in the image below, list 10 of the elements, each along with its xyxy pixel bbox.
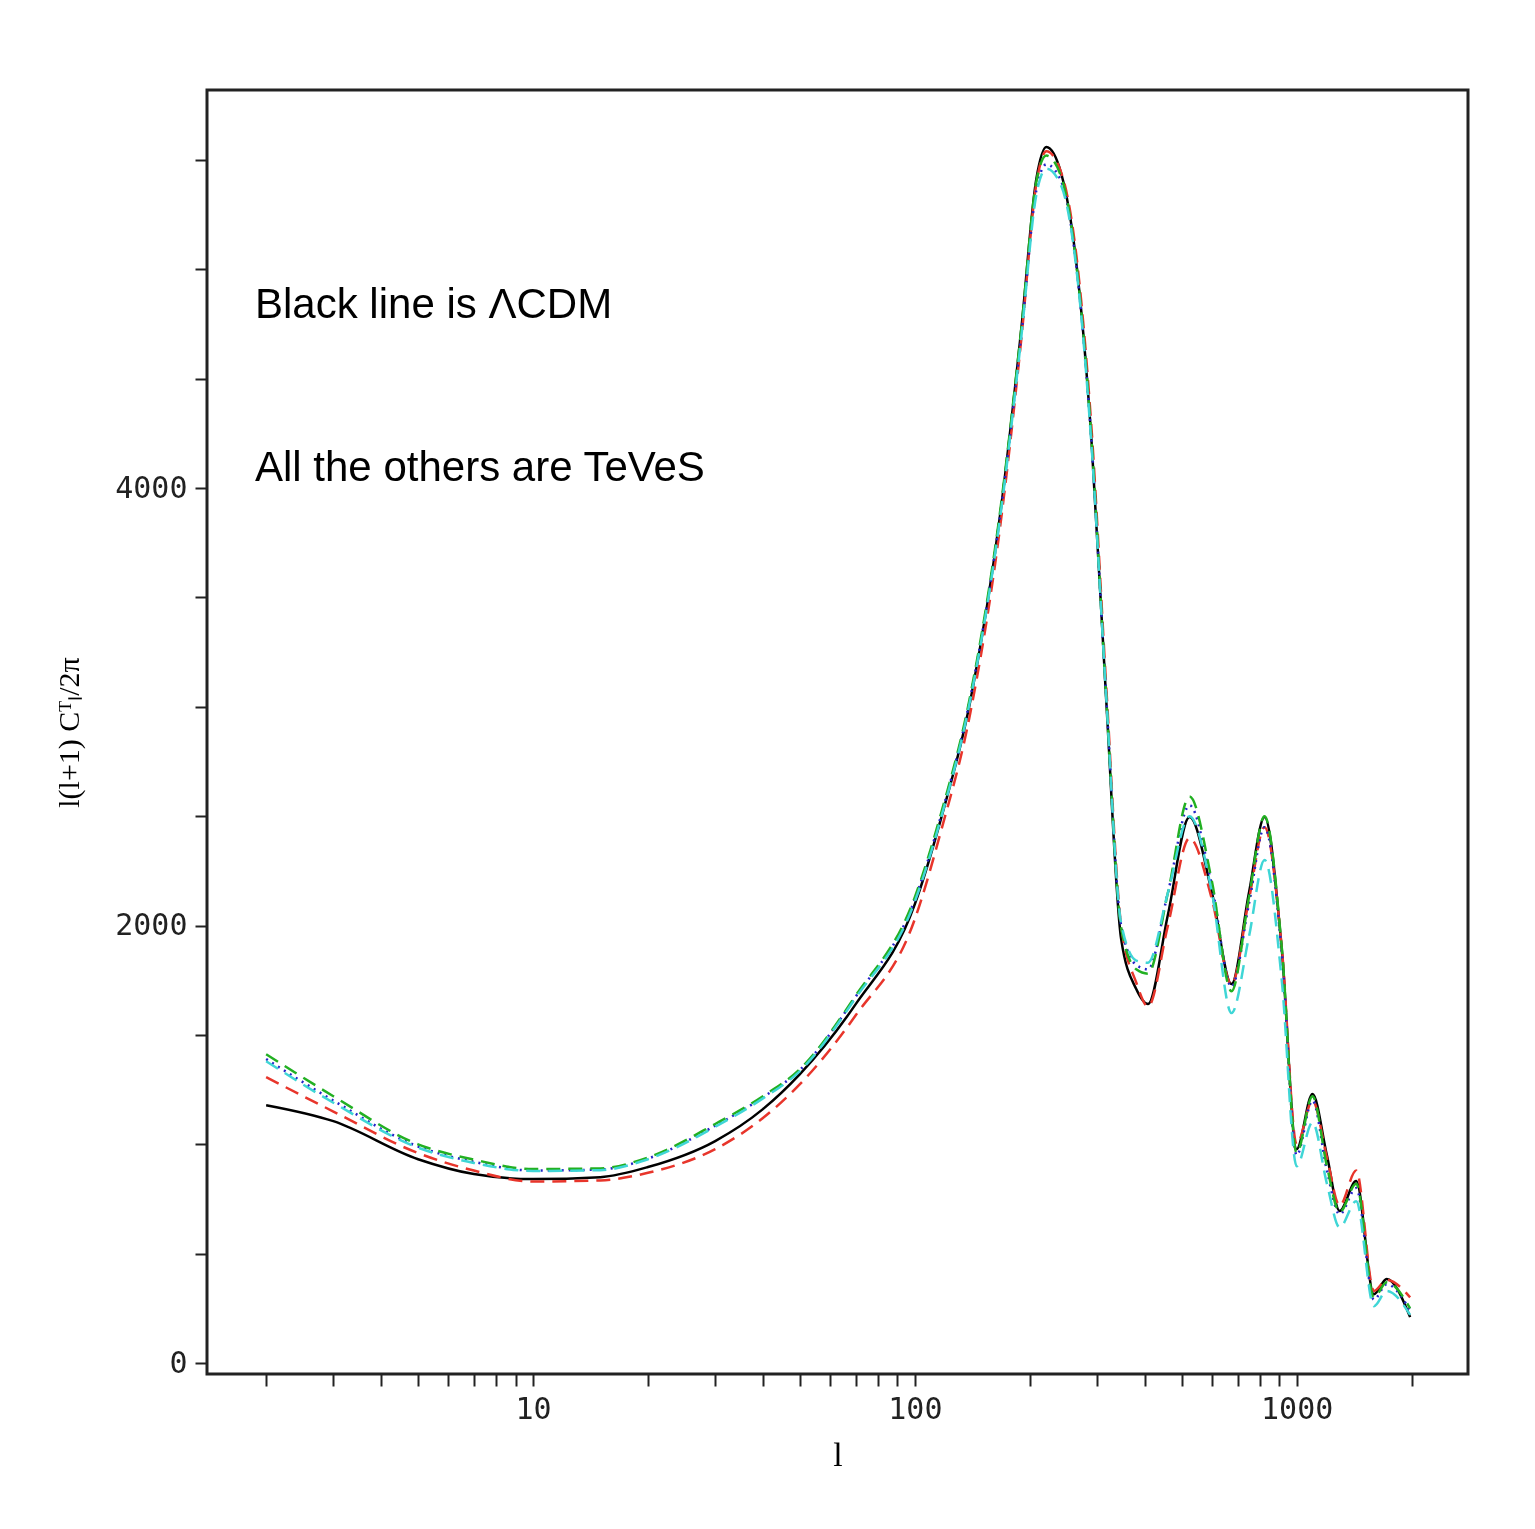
- y-axis-title: l(l+1) Cᵀₗ/2π: [52, 657, 87, 808]
- annotation: Black line is ΛCDM: [255, 280, 613, 327]
- x-axis-title: l: [833, 1435, 843, 1473]
- y-tick-label: 4000: [115, 469, 188, 505]
- x-tick-label: 1000: [1261, 1390, 1334, 1426]
- y-tick-label: 0: [169, 1344, 188, 1380]
- x-tick-label: 10: [515, 1390, 552, 1426]
- x-tick-label: 100: [888, 1390, 943, 1426]
- annotation: All the others are TeVeS: [255, 443, 705, 490]
- y-tick-label: 2000: [115, 907, 188, 943]
